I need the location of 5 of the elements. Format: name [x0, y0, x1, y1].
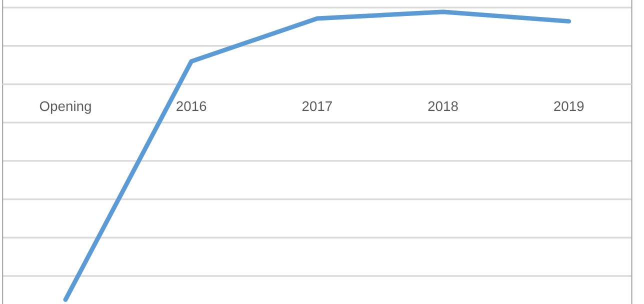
x-tick-label: Opening	[40, 100, 91, 114]
x-tick-label: 2018	[428, 101, 458, 112]
x-tick-label: 2016	[176, 101, 206, 112]
x-tick-label: 2017	[302, 101, 332, 112]
x-tick-label: 2019	[554, 101, 584, 112]
